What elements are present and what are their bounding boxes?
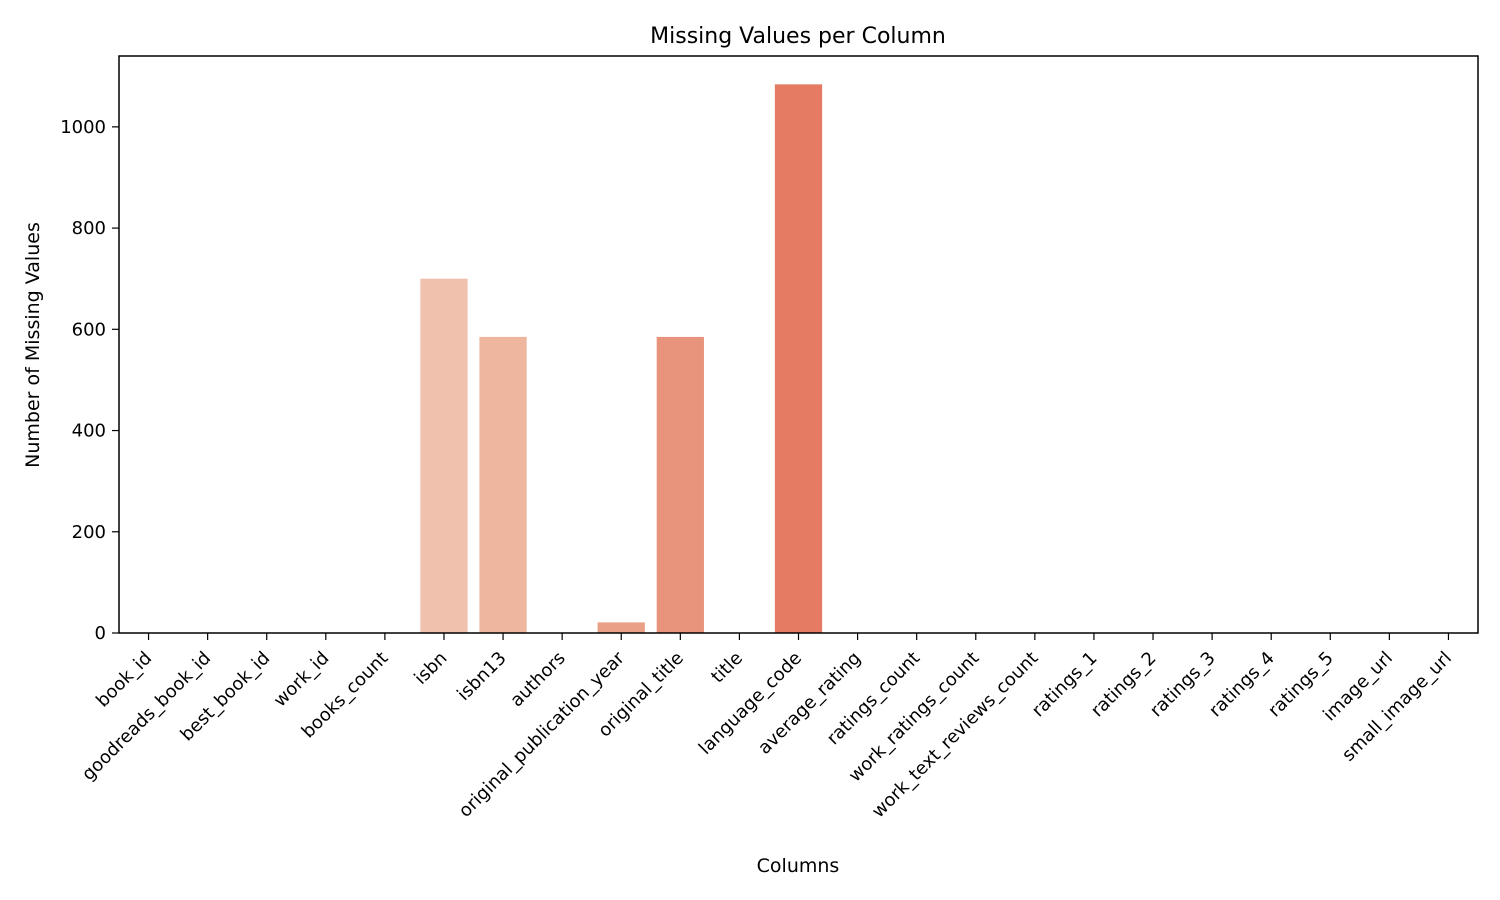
y-tick-label: 800 — [72, 218, 106, 239]
bar-original_title — [656, 336, 704, 633]
y-axis: 0 200 400 600 800 1000 — [60, 117, 119, 644]
y-tick-label: 1000 — [60, 117, 106, 138]
x-tick-label: isbn13 — [453, 648, 510, 705]
x-tick-label: language_code — [695, 648, 806, 759]
plot-frame — [118, 55, 1479, 634]
y-tick-label: 200 — [72, 522, 106, 543]
bar-isbn13 — [479, 336, 527, 633]
y-tick-label: 400 — [72, 421, 106, 442]
bar-isbn — [420, 278, 468, 633]
y-axis-label: Number of Missing Values — [22, 222, 44, 468]
x-axis-label: Columns — [757, 855, 840, 877]
x-tick-label: title — [707, 648, 747, 688]
chart-title: Missing Values per Column — [650, 24, 946, 49]
x-axis: book_idgoodreads_book_idbest_book_idwork… — [78, 633, 1456, 822]
bar-language_code — [774, 84, 823, 633]
bars-layer — [420, 84, 823, 633]
x-tick-label: isbn — [410, 648, 451, 689]
y-tick-label: 600 — [72, 319, 106, 340]
x-tick-label: average_rating — [754, 648, 865, 759]
bar-original_publication_year — [597, 622, 645, 633]
y-tick-label: 0 — [95, 623, 106, 644]
x-tick-label: small_image_url — [1338, 648, 1456, 766]
